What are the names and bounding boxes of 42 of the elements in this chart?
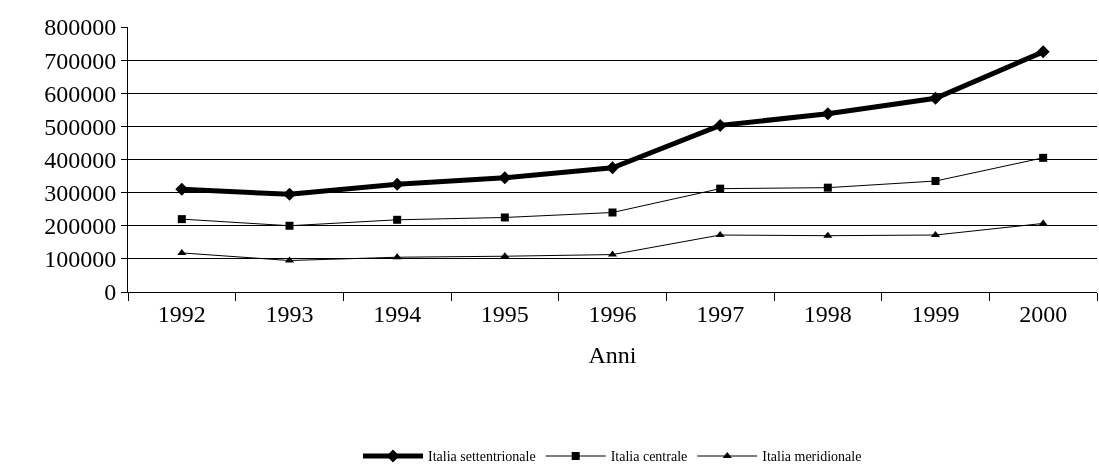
y-tick-label: 700000	[44, 47, 117, 74]
point	[716, 184, 725, 193]
x-tick-label: 1999	[911, 300, 960, 327]
legend-label: Italia centrale	[610, 449, 688, 465]
x-tick-label: 1992	[157, 300, 206, 327]
y-tick-label: 500000	[44, 113, 117, 140]
x-tick-label: 1993	[265, 300, 314, 327]
point	[608, 208, 617, 217]
x-axis-title: Anni	[588, 342, 637, 369]
point	[929, 91, 942, 105]
legend-label: Italia meridionale	[762, 449, 862, 465]
point	[931, 177, 940, 186]
point	[823, 231, 833, 238]
point	[283, 187, 296, 201]
y-tick-label: 800000	[44, 14, 117, 41]
y-tick-label: 100000	[44, 246, 117, 273]
point	[498, 171, 512, 185]
point	[177, 248, 187, 255]
y-tick-label: 200000	[44, 213, 117, 240]
point	[390, 177, 404, 191]
x-tick-label: 1996	[588, 300, 637, 327]
point	[285, 221, 294, 230]
point	[177, 215, 186, 224]
y-tick-label: 400000	[44, 146, 117, 173]
point	[715, 231, 725, 238]
point	[1039, 153, 1048, 162]
point	[606, 161, 619, 175]
x-tick-label: 1994	[373, 300, 422, 327]
point	[713, 118, 727, 132]
point	[500, 213, 509, 222]
point	[393, 215, 402, 224]
legend-label: Italia settentrionale	[428, 449, 536, 465]
y-tick-label: 0	[104, 279, 117, 306]
x-tick-label: 1995	[480, 300, 529, 327]
x-tick-label: 1997	[696, 300, 745, 327]
y-tick-label: 600000	[44, 80, 117, 107]
x-tick-label: 2000	[1019, 300, 1068, 327]
x-tick-label: 1998	[803, 300, 852, 327]
point	[821, 107, 835, 121]
point	[823, 183, 832, 192]
y-tick-label: 300000	[44, 180, 117, 207]
point	[1036, 45, 1050, 59]
